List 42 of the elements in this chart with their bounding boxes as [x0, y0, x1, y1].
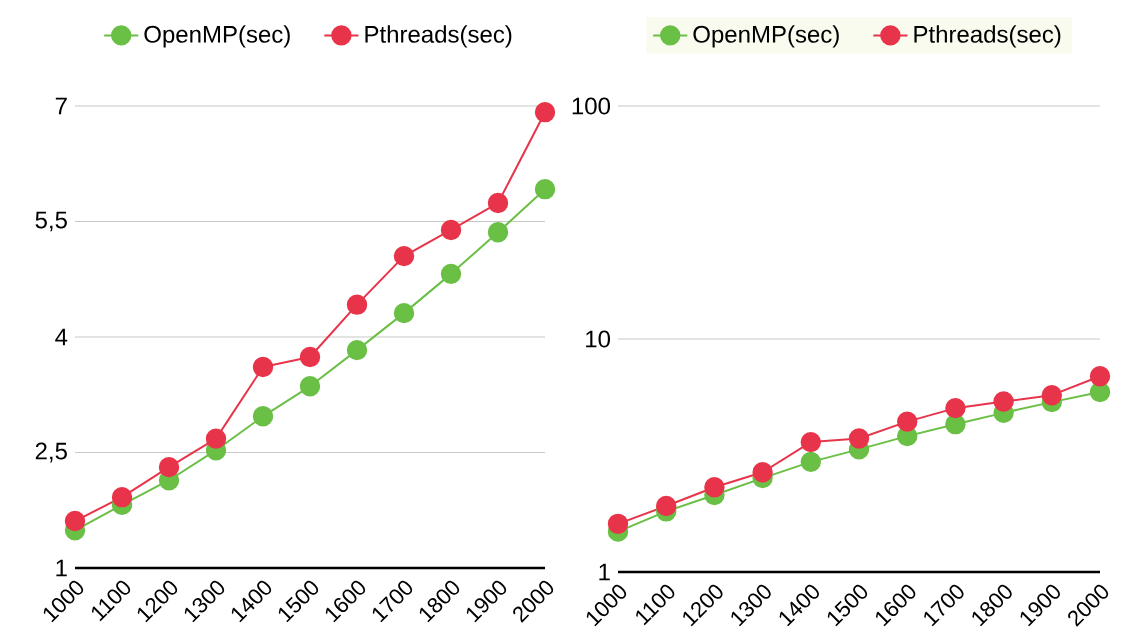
point	[800, 431, 822, 453]
point	[440, 219, 462, 241]
point	[346, 339, 368, 361]
point	[487, 222, 509, 243]
point	[393, 245, 415, 267]
point	[440, 263, 462, 285]
legend-label: OpenMP(sec)	[144, 25, 290, 48]
legend-label: OpenMP(sec)	[693, 25, 839, 48]
point	[299, 346, 321, 368]
point	[1089, 366, 1111, 387]
point	[993, 391, 1014, 412]
point	[346, 294, 368, 315]
legend-label: Pthreads(sec)	[914, 25, 1061, 48]
point	[897, 411, 918, 432]
y-tick-label: 5,5	[35, 211, 67, 232]
point	[607, 513, 629, 535]
point	[205, 428, 227, 449]
point	[534, 101, 556, 123]
point	[252, 356, 274, 378]
point	[752, 462, 773, 483]
y-tick-label: 7	[55, 97, 67, 115]
point	[393, 302, 415, 324]
y-tick-label: 1	[56, 559, 67, 577]
y-tick-label: 2,5	[35, 442, 67, 463]
point	[111, 486, 133, 508]
y-tick-label: 100	[572, 97, 611, 115]
point	[704, 477, 725, 498]
point	[252, 406, 274, 427]
point	[487, 192, 509, 214]
point	[945, 397, 966, 419]
point	[1041, 384, 1063, 406]
y-tick-label: 10	[586, 330, 611, 348]
point	[656, 495, 677, 517]
point	[848, 428, 870, 449]
point	[64, 510, 86, 532]
y-tick-label: 1	[599, 563, 610, 581]
y-tick-label: 4	[55, 328, 68, 346]
point	[299, 376, 321, 397]
point	[534, 178, 556, 200]
legend-label: Pthreads(sec)	[365, 25, 512, 48]
point	[800, 451, 822, 473]
point	[158, 456, 180, 478]
